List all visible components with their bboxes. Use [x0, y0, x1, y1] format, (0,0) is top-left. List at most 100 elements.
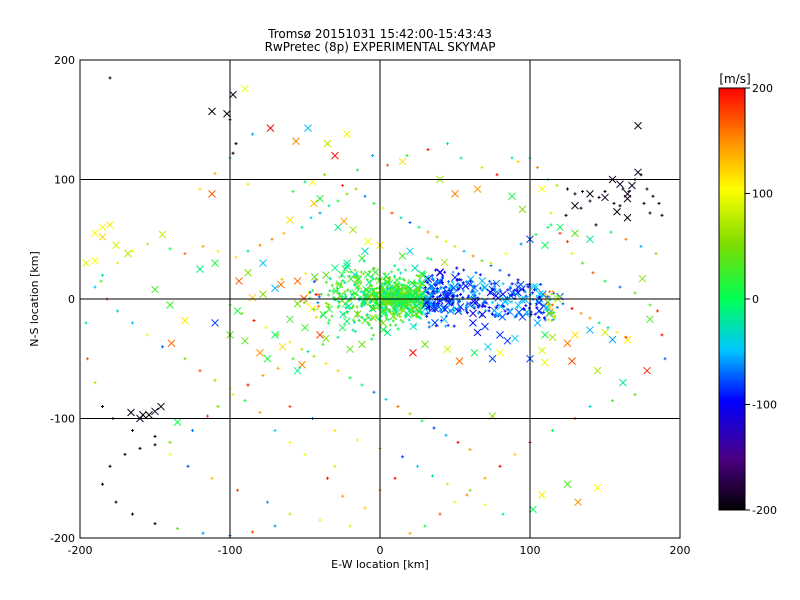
data-point-plus-257 [246, 249, 250, 253]
data-point-cross-124 [334, 223, 342, 232]
data-point-plus-419 [371, 277, 375, 281]
data-point-plus-327 [273, 428, 277, 432]
data-point-plus-381 [446, 482, 449, 486]
data-point-plus-1033 [423, 289, 427, 293]
data-point-cross-1277 [338, 270, 346, 279]
data-point-plus-1133 [311, 288, 315, 292]
data-point-cross-62 [496, 348, 504, 357]
data-point-cross-46 [571, 330, 579, 339]
data-point-plus-1086 [388, 275, 392, 279]
data-point-plus-202 [648, 211, 652, 215]
data-point-plus-372 [654, 252, 658, 256]
data-point-plus-267 [354, 187, 358, 191]
data-point-cross-76 [586, 189, 594, 198]
data-point-plus-332 [198, 369, 202, 373]
data-point-plus-1217 [414, 284, 418, 288]
data-point-cross-1245 [332, 287, 341, 295]
data-point-plus-1355 [553, 314, 557, 318]
data-point-plus-952 [346, 288, 350, 292]
data-point-plus-446 [314, 278, 318, 282]
y-tick-label: 100 [54, 174, 75, 187]
data-point-cross-1143 [354, 282, 363, 291]
data-point-cross-74 [613, 207, 621, 216]
data-point-plus-264 [327, 204, 331, 208]
data-point-plus-512 [359, 295, 363, 299]
data-point-cross-873 [407, 279, 416, 287]
data-point-cross-95 [112, 241, 120, 250]
data-point-plus-1510 [503, 309, 507, 313]
data-point-cross-755 [346, 275, 355, 283]
data-point-plus-341 [191, 428, 194, 432]
data-point-plus-434 [386, 318, 390, 322]
data-point-plus-799 [392, 312, 396, 316]
data-point-plus-1150 [424, 286, 428, 290]
data-point-cross-983 [392, 303, 401, 312]
data-point-cross-1442 [446, 307, 455, 315]
data-point-cross-32 [406, 247, 414, 256]
data-point-cross-128 [398, 252, 407, 260]
data-point-plus-1533 [516, 281, 520, 285]
data-point-plus-1246 [410, 305, 414, 309]
data-point-plus-334 [161, 345, 164, 349]
data-point-cross-136 [308, 304, 317, 313]
data-point-plus-325 [303, 452, 307, 456]
data-point-plus-1177 [380, 284, 384, 288]
data-point-cross-58 [518, 313, 527, 321]
data-point-cross-25 [301, 323, 309, 332]
data-point-plus-709 [352, 320, 356, 324]
data-point-cross-81 [643, 366, 651, 375]
data-point-plus-493 [356, 281, 360, 285]
data-point-plus-324 [393, 476, 397, 480]
data-point-plus-167 [291, 189, 295, 193]
data-point-plus-507 [451, 270, 455, 274]
data-point-cross-149 [451, 189, 459, 198]
data-point-cross-18 [293, 277, 302, 285]
data-point-plus-1278 [394, 323, 398, 327]
data-point-plus-1486 [483, 304, 487, 308]
data-point-cross-144 [304, 124, 312, 132]
data-point-cross-1419 [441, 305, 449, 314]
data-point-cross-119 [409, 348, 417, 357]
data-point-plus-1313 [492, 282, 496, 286]
data-point-plus-1509 [550, 292, 554, 296]
chart-subtitle: RwPretec (8p) EXPERIMENTAL SKYMAP [265, 40, 496, 54]
data-point-plus-863 [317, 293, 321, 297]
data-point-plus-928 [435, 287, 439, 291]
data-point-plus-1406 [440, 275, 444, 279]
data-point-cross-1487 [431, 304, 439, 313]
data-point-plus-277 [444, 240, 448, 244]
data-point-cross-65 [556, 223, 564, 232]
data-point-plus-955 [367, 316, 371, 320]
data-point-plus-353 [366, 321, 370, 325]
data-point-cross-1547 [486, 288, 495, 297]
data-point-plus-185 [555, 183, 559, 187]
x-tick-label: 200 [670, 544, 691, 557]
data-point-cross-17 [322, 271, 330, 279]
x-tick-label: 100 [520, 544, 541, 557]
data-point-plus-1527 [538, 295, 542, 299]
data-point-plus-1483 [466, 302, 470, 306]
data-point-plus-1179 [409, 293, 413, 297]
data-point-plus-200 [657, 201, 661, 205]
data-point-plus-1482 [450, 294, 454, 298]
data-point-plus-1515 [542, 310, 546, 314]
data-point-plus-1125 [451, 280, 455, 284]
data-point-plus-1284 [399, 292, 403, 296]
data-point-plus-907 [327, 318, 331, 322]
data-point-plus-1286 [393, 295, 397, 299]
data-point-plus-266 [345, 192, 349, 196]
data-point-plus-1163 [374, 287, 378, 291]
data-point-cross-4 [343, 130, 351, 138]
data-point-plus-260 [282, 231, 286, 235]
data-point-cross-1316 [466, 275, 475, 283]
data-point-plus-1396 [465, 311, 469, 315]
data-point-plus-889 [386, 286, 390, 290]
data-point-plus-1460 [431, 289, 435, 293]
data-point-cross-142 [196, 265, 204, 273]
data-point-cross-9 [292, 137, 300, 146]
data-point-cross-1034 [351, 289, 360, 297]
data-point-plus-230 [423, 524, 427, 528]
data-point-plus-337 [116, 309, 119, 313]
data-point-plus-224 [513, 452, 517, 456]
data-point-plus-1532 [472, 305, 476, 309]
